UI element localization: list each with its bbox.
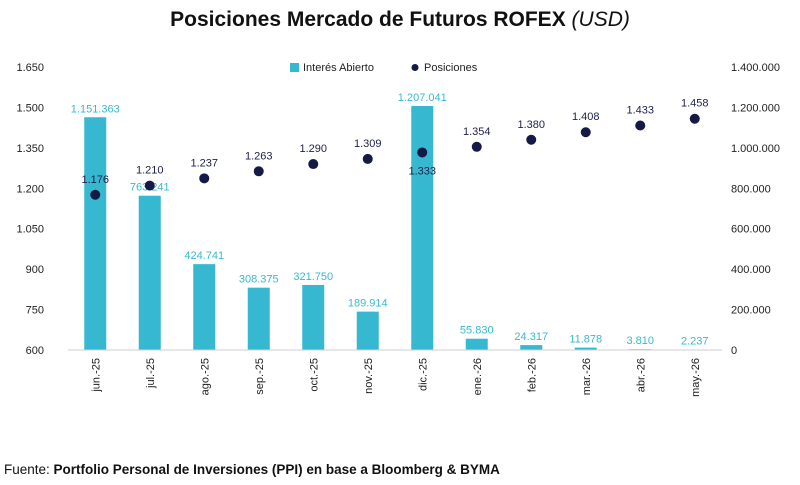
source-text: Portfolio Personal de Inversiones (PPI) … [53,462,500,477]
position-value-label: 1.176 [81,174,109,186]
bar [465,338,488,350]
x-tick-label: feb.-26 [526,358,538,392]
chart-title-main: Posiciones Mercado de Futuros ROFEX [170,8,566,31]
bar [574,347,597,350]
position-dot [526,134,537,145]
left-tick-label: 1.650 [16,62,44,74]
x-tick-label: mar.-26 [581,358,593,395]
x-tick-label: ago.-25 [199,358,211,395]
bar [84,117,107,350]
right-tick-label: 1.400.000 [731,62,780,74]
left-axis: 600 750 900 1.050 1.200 1.350 1.500 1.650 [16,62,44,357]
bar-value-label: 2.237 [681,336,709,348]
bar-value-label: 55.830 [460,325,494,337]
left-tick-label: 900 [26,264,44,276]
x-tick-label: jul.-25 [145,358,157,389]
x-tick-label: ene.-26 [472,358,484,395]
left-tick-label: 1.500 [16,102,44,114]
right-tick-label: 800.000 [731,183,771,195]
position-dot [144,180,155,191]
chart-title-unit: (USD) [571,8,630,31]
position-value-label: 1.237 [190,157,218,169]
right-axis: 0 200.000 400.000 600.000 800.000 1.000.000 1.… [731,62,780,357]
right-tick-label: 400.000 [731,264,771,276]
position-value-label: 1.290 [299,143,327,155]
position-value-label: 1.433 [626,104,654,116]
left-tick-label: 750 [26,305,44,317]
legend-bar-label: Interés Abierto [303,62,374,74]
position-value-label: 1.263 [245,150,273,162]
x-tick-label: may.-26 [690,358,702,397]
position-value-label: 1.380 [517,119,545,131]
legend: Interés Abierto Posiciones [290,62,478,74]
source-label: Fuente: [4,462,50,477]
x-tick-label: abr.-26 [635,358,647,392]
position-value-label: 1.309 [354,138,382,150]
legend-dot-swatch [411,64,419,71]
chart-title: Posiciones Mercado de Futuros ROFEX (USD… [0,8,800,32]
bar [356,311,379,350]
bar-value-label: 189.914 [348,298,388,310]
position-dot [199,173,210,184]
right-tick-label: 1.000.000 [731,143,780,155]
bar [247,287,270,350]
x-tick-label: nov.-25 [363,358,375,394]
bar-value-label: 24.317 [514,331,548,343]
position-dot [580,127,591,138]
x-axis-ticks: jun.-25 jul.-25 ago.-25 sep.-25 oct.-25 nov.-… [90,358,702,397]
position-dot [471,141,482,152]
position-dot [635,120,646,131]
dot-labels: 1.176 1.210 1.237 1.263 1.290 1.309 1.333 1.354… [81,98,708,186]
bar-value-label: 321.750 [293,271,333,283]
position-dot [417,147,428,158]
position-dot [253,166,264,177]
bar [520,345,543,350]
chart: 600 750 900 1.050 1.200 1.350 1.500 1.650 0 200.… [16,62,780,397]
x-tick-label: dic.-25 [417,358,429,391]
position-value-label: 1.354 [463,126,491,138]
legend-bar-swatch [290,63,299,72]
x-tick-label: sep.-25 [254,358,266,395]
bar-value-label: 1.207.041 [398,92,447,104]
bar [302,284,325,350]
x-tick-label: oct.-25 [308,358,320,392]
position-dot [308,159,319,170]
bar-value-label: 1.151.363 [71,103,120,115]
position-dot [90,189,101,200]
right-tick-label: 200.000 [731,305,771,317]
position-value-label: 1.458 [681,98,709,110]
left-tick-label: 1.200 [16,183,44,195]
position-value-label: 1.210 [136,165,164,177]
left-tick-label: 1.050 [16,224,44,236]
right-tick-label: 0 [731,345,737,357]
right-tick-label: 1.200.000 [731,102,780,114]
left-tick-label: 600 [26,345,44,357]
position-dot [689,113,700,124]
bar-value-label: 11.878 [569,334,602,346]
position-value-label: 1.333 [408,165,436,177]
bar-value-label: 308.375 [239,274,279,286]
bars [84,106,706,350]
right-tick-label: 600.000 [731,224,771,236]
bar-value-label: 3.810 [626,335,654,347]
x-tick-label: jun.-25 [90,358,102,393]
left-tick-label: 1.350 [16,143,44,155]
dots [90,113,700,200]
position-value-label: 1.408 [572,111,600,123]
bar [193,264,216,350]
bar-labels: 1.151.363763.241424.741308.375321.750189… [71,92,709,348]
source-note: Fuente: Portfolio Personal de Inversione… [4,462,500,477]
bar-value-label: 424.741 [184,250,224,262]
bar [411,106,434,350]
position-dot [362,153,373,164]
legend-dot-label: Posiciones [424,62,478,74]
bar [138,195,161,350]
